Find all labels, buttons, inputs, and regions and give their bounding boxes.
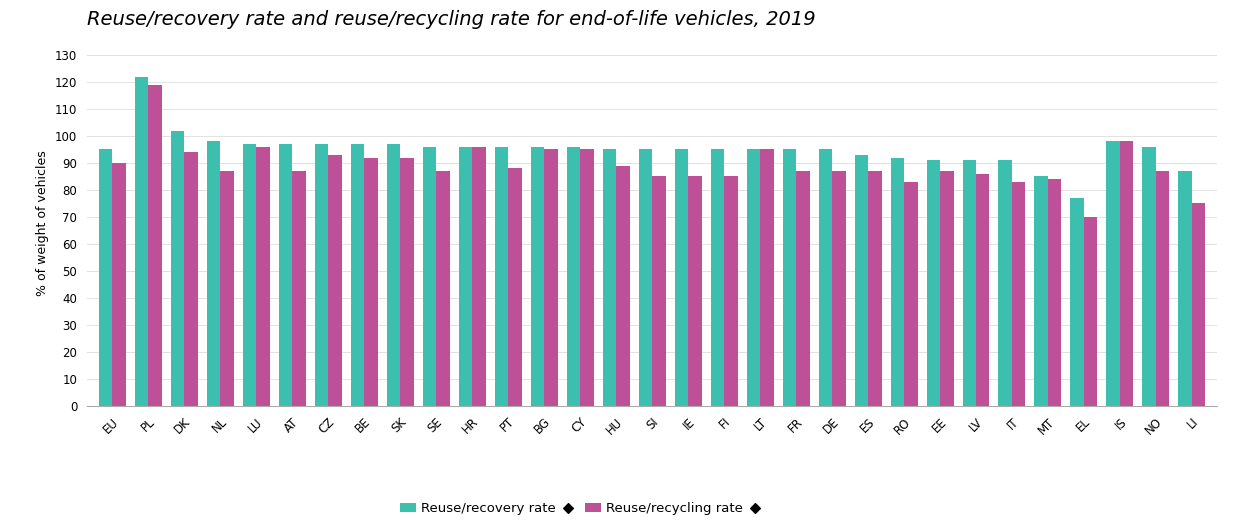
Legend: Reuse/recovery rate, , Reuse/recycling rate, : Reuse/recovery rate, , Reuse/recycling r… [400, 502, 769, 515]
Bar [868, 171, 882, 406]
Bar [652, 176, 666, 406]
Bar [256, 147, 270, 406]
Bar [927, 160, 940, 406]
Bar [422, 147, 436, 406]
Bar [674, 149, 688, 406]
Bar [292, 171, 306, 406]
Bar [904, 182, 918, 406]
Bar [494, 147, 508, 406]
Bar [688, 176, 702, 406]
Bar [724, 176, 738, 406]
Bar [746, 149, 760, 406]
Bar [458, 147, 472, 406]
Bar [1179, 171, 1192, 406]
Bar [1048, 179, 1062, 406]
Bar [386, 144, 400, 406]
Bar [1120, 141, 1134, 406]
Bar [400, 158, 414, 406]
Bar [134, 76, 148, 406]
Bar [112, 163, 125, 406]
Bar [1143, 147, 1156, 406]
Bar [602, 149, 616, 406]
Bar [854, 155, 868, 406]
Bar [530, 147, 544, 406]
Bar [963, 160, 976, 406]
Bar [976, 174, 990, 406]
Bar [242, 144, 256, 406]
Bar [206, 141, 220, 406]
Bar [1107, 141, 1120, 406]
Bar [148, 85, 161, 406]
Bar [170, 131, 184, 406]
Bar [818, 149, 832, 406]
Y-axis label: % of weight of vehicles: % of weight of vehicles [36, 151, 50, 296]
Bar [1071, 198, 1084, 406]
Bar [580, 149, 594, 406]
Bar [1084, 217, 1098, 406]
Bar [832, 171, 846, 406]
Bar [616, 166, 630, 406]
Bar [220, 171, 233, 406]
Bar [350, 144, 364, 406]
Bar [184, 152, 197, 406]
Bar [1192, 203, 1206, 406]
Bar [1035, 176, 1048, 406]
Bar [98, 149, 112, 406]
Bar [436, 171, 450, 406]
Bar [891, 158, 904, 406]
Bar [760, 149, 774, 406]
Bar [508, 168, 522, 406]
Bar [566, 147, 580, 406]
Bar [544, 149, 558, 406]
Bar [999, 160, 1012, 406]
Bar [328, 155, 342, 406]
Bar [314, 144, 328, 406]
Text: Reuse/recovery rate and reuse/recycling rate for end-of-life vehicles, 2019: Reuse/recovery rate and reuse/recycling … [87, 10, 816, 29]
Bar [796, 171, 810, 406]
Bar [472, 147, 486, 406]
Bar [278, 144, 292, 406]
Bar [940, 171, 954, 406]
Bar [782, 149, 796, 406]
Bar [364, 158, 378, 406]
Bar [1012, 182, 1026, 406]
Bar [1156, 171, 1170, 406]
Bar [710, 149, 724, 406]
Bar [638, 149, 652, 406]
